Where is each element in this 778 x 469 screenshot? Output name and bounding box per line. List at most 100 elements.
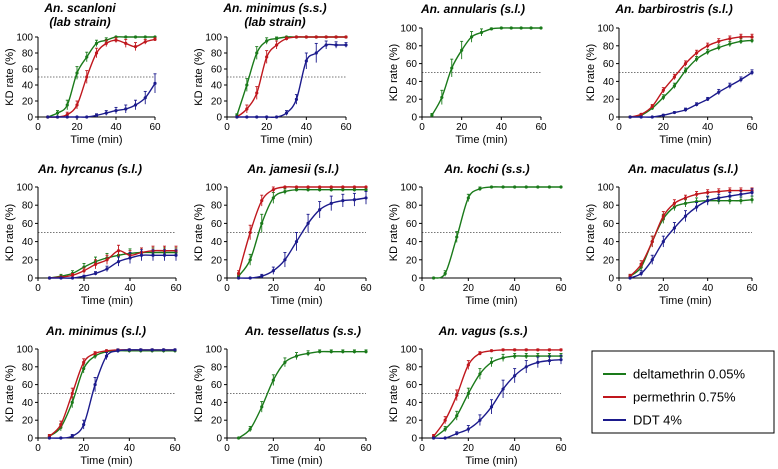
- data-point: [352, 198, 357, 202]
- data-point: [469, 35, 474, 39]
- data-point: [750, 70, 754, 75]
- data-point: [501, 387, 505, 391]
- data-point: [694, 102, 699, 107]
- x-axis-label: Time (min): [659, 295, 711, 307]
- data-point: [717, 90, 721, 94]
- data-point: [513, 185, 517, 189]
- x-tick-label: 40: [124, 283, 136, 294]
- data-point: [489, 360, 494, 364]
- y-tick-label: 60: [603, 59, 615, 70]
- panel-title: An. minimus (s.s.): [222, 1, 326, 15]
- x-tick-label: 20: [261, 122, 273, 133]
- x-tick-label: 0: [35, 122, 41, 133]
- data-point: [650, 115, 654, 119]
- data-point: [143, 96, 147, 100]
- data-point: [114, 109, 118, 113]
- data-point: [245, 115, 249, 119]
- x-tick-label: 60: [746, 122, 758, 133]
- x-tick-label: 20: [268, 283, 280, 294]
- x-tick-label: 40: [314, 443, 326, 454]
- data-point: [248, 258, 252, 262]
- data-point: [94, 41, 99, 46]
- data-point: [443, 436, 447, 440]
- data-point: [489, 27, 494, 31]
- data-point: [650, 240, 654, 244]
- y-axis-label: KD rate (%): [388, 44, 400, 101]
- data-point: [706, 190, 710, 195]
- series-ddt: [47, 249, 178, 280]
- data-point: [750, 190, 754, 195]
- data-point: [139, 348, 143, 352]
- y-tick-label: 20: [22, 255, 34, 266]
- data-point: [70, 273, 75, 277]
- data-point: [236, 436, 241, 440]
- panel-title-note: (s.s.): [299, 1, 327, 15]
- data-point: [672, 201, 677, 205]
- y-tick-label: 0: [27, 434, 33, 445]
- panel-title-note: (s.s.): [502, 162, 530, 176]
- panel-title-species: An. minimus: [45, 324, 118, 338]
- data-point: [82, 269, 86, 273]
- data-point: [94, 113, 99, 117]
- data-point: [524, 354, 528, 358]
- panel-5: An. jamesii (s.l.) 0 20 40 60 80 100 0 20 40 60 Tim…: [193, 162, 372, 307]
- panel-title: An. vagus (s.s.): [438, 324, 528, 338]
- data-point: [529, 26, 533, 30]
- data-point: [501, 185, 505, 189]
- series-curve: [47, 38, 156, 118]
- x-tick-label: 0: [419, 283, 425, 294]
- series-curve: [629, 36, 753, 118]
- data-point: [501, 356, 505, 360]
- data-point: [324, 35, 328, 39]
- data-point: [93, 383, 97, 387]
- y-tick-label: 80: [406, 201, 418, 212]
- data-point: [334, 35, 338, 39]
- x-tick-label: 60: [360, 443, 372, 454]
- data-point: [536, 348, 540, 352]
- data-point: [105, 267, 109, 271]
- x-axis-label: Time (min): [81, 295, 133, 307]
- y-tick-label: 40: [22, 237, 34, 248]
- data-point: [536, 360, 540, 364]
- x-tick-label: 20: [456, 122, 468, 133]
- data-point: [265, 55, 269, 59]
- x-tick-label: 60: [149, 122, 161, 133]
- y-tick-label: 60: [22, 219, 34, 230]
- data-point: [489, 349, 494, 353]
- data-point: [235, 115, 239, 119]
- data-point: [478, 351, 482, 356]
- data-point: [717, 196, 721, 200]
- data-point: [334, 43, 338, 47]
- y-tick-label: 40: [603, 237, 615, 248]
- data-point: [694, 192, 699, 196]
- data-point: [639, 112, 643, 116]
- data-point: [460, 48, 464, 52]
- data-point: [364, 350, 368, 354]
- series-deltamethrin: [47, 348, 177, 438]
- x-tick-label: 0: [224, 283, 230, 294]
- data-point: [85, 75, 89, 79]
- panel-0: An. scanloni(lab strain) 0 20 40 60 80 100 0 20 4…: [4, 1, 161, 146]
- panel-title-note: (s.l.): [314, 162, 339, 176]
- data-point: [728, 199, 732, 203]
- panel-title-species: An. hyrcanus: [37, 162, 114, 176]
- data-point: [466, 391, 470, 396]
- data-point: [639, 271, 643, 276]
- panel-title-species: An. maculatus: [627, 162, 710, 176]
- panel-8: An. minimus (s.l.) 0 20 40 60 80 100 0 20 40 60 Tim…: [4, 324, 181, 467]
- series-curve: [48, 349, 175, 437]
- data-point: [524, 365, 528, 369]
- x-tick-label: 20: [463, 443, 475, 454]
- y-tick-label: 80: [211, 201, 223, 212]
- data-point: [431, 436, 436, 440]
- data-point: [104, 111, 108, 115]
- y-axis-label: KD rate (%): [193, 365, 205, 422]
- data-point: [661, 240, 665, 244]
- x-tick-label: 0: [419, 443, 425, 454]
- panel-4: An. hyrcanus (s.l.) 0 20 40 60 80 100 0 20 40 60 Ti…: [4, 162, 182, 307]
- x-tick-label: 0: [616, 122, 622, 133]
- data-point: [65, 115, 69, 119]
- y-tick-label: 60: [406, 380, 418, 391]
- data-point: [739, 35, 743, 39]
- data-point: [162, 253, 167, 257]
